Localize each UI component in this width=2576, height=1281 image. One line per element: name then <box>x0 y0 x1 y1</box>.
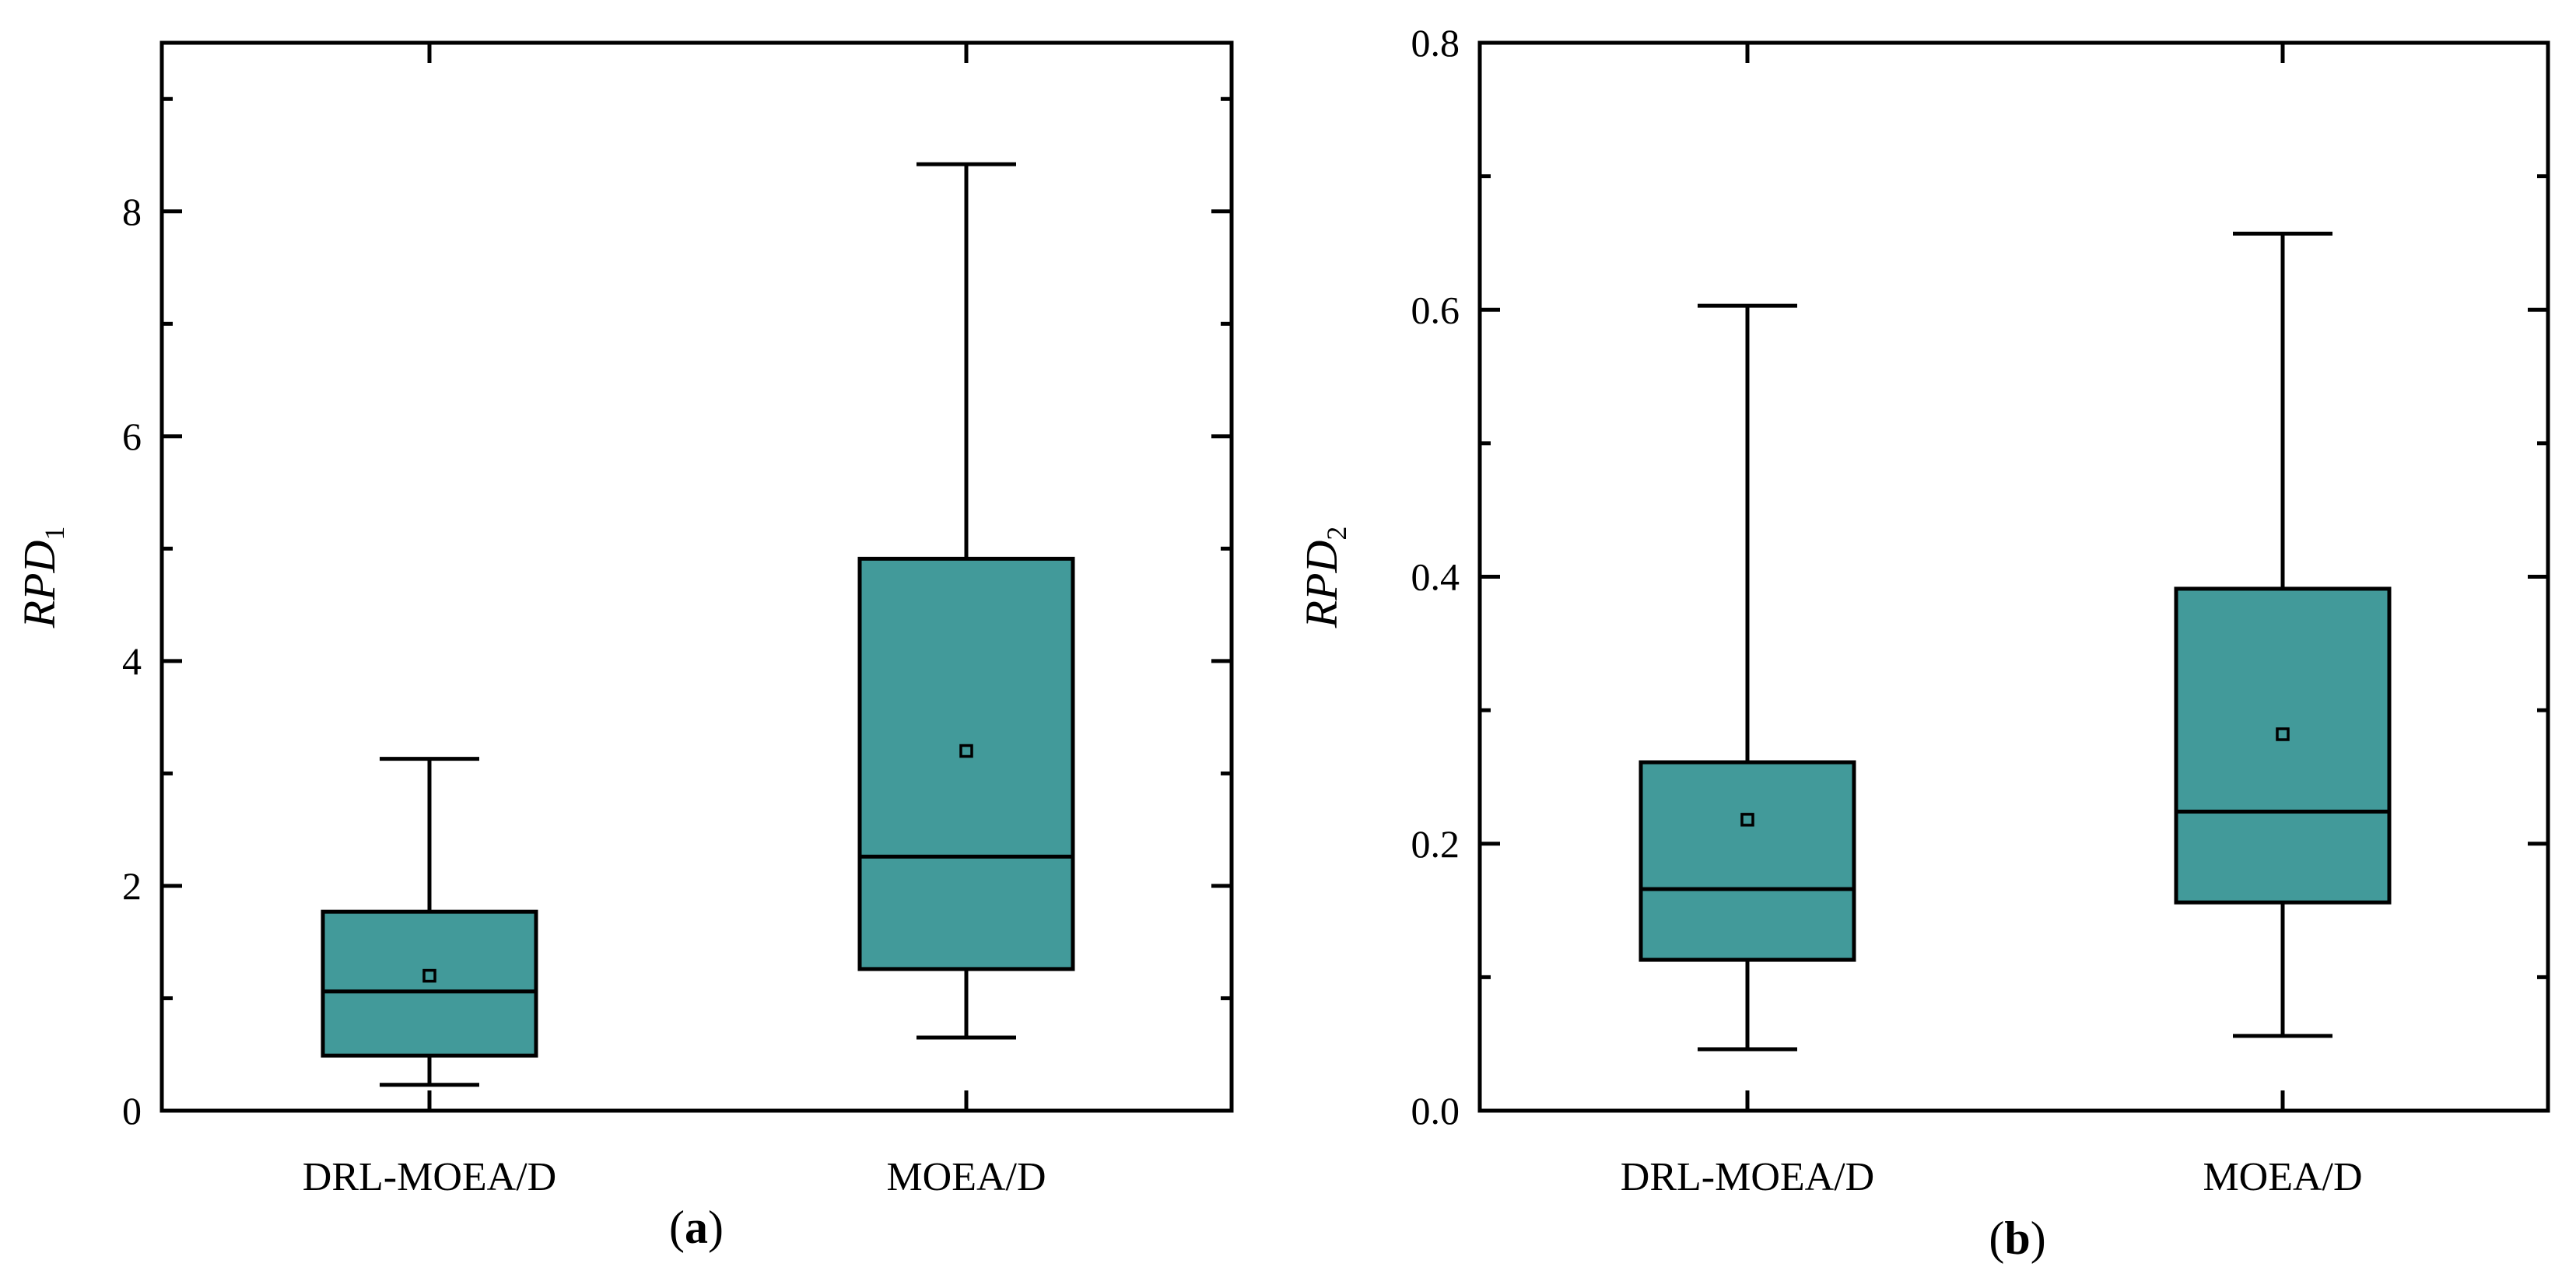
panel-b: 0.0 0.2 0.4 0.6 0.8 DRL-MOEA/D MOEA/D RPD2 (b) <box>1296 21 2550 1264</box>
box-moea-d <box>2174 231 2392 1038</box>
panel-label-close: ) <box>708 1202 724 1253</box>
box-iqr <box>321 909 538 1058</box>
y-tick-label: 0.2 <box>1411 822 1460 866</box>
y-tick-label: 0.0 <box>1411 1089 1460 1132</box>
y-axis-label-main: RPD <box>14 541 65 629</box>
x-category-label: DRL-MOEA/D <box>303 1155 556 1199</box>
y-tick-label: 8 <box>122 190 142 233</box>
panel-label-open: ( <box>1989 1213 2004 1264</box>
y-tick-label: 2 <box>122 864 142 908</box>
mean-marker <box>1740 813 1754 827</box>
box-moea-d <box>857 162 1075 1040</box>
panel-label-letter: a <box>685 1202 708 1253</box>
box-drl-moea-d <box>1638 303 1856 1052</box>
y-tick-label: 0.4 <box>1411 555 1460 599</box>
panel-label-open: ( <box>669 1202 685 1253</box>
box-drl-moea-d <box>321 757 538 1087</box>
y-axis-label-main: RPD <box>1296 541 1347 629</box>
plot-frame <box>159 40 1234 1113</box>
y-axis-label-subscript: 2 <box>1321 527 1352 541</box>
y-tick-label: 6 <box>122 415 142 458</box>
box-iqr <box>2174 586 2392 905</box>
y-tick-label: 0 <box>122 1089 142 1132</box>
x-category-label: MOEA/D <box>886 1155 1046 1199</box>
x-category-label: DRL-MOEA/D <box>1621 1155 1874 1199</box>
panel-label: (b) <box>1989 1213 2045 1264</box>
mean-marker <box>422 968 436 983</box>
y-axis-label-subscript: 1 <box>39 527 70 541</box>
y-tick-label: 0.6 <box>1411 288 1460 331</box>
panel-label-letter: b <box>2004 1213 2030 1264</box>
x-category-label: MOEA/D <box>2203 1155 2362 1199</box>
panel-label: (a) <box>669 1202 724 1253</box>
y-tick-label: 4 <box>122 639 142 683</box>
y-axis-label: RPD2 <box>1296 527 1352 629</box>
box-iqr <box>857 556 1075 971</box>
panel-a: 0 2 4 6 8 DRL-MOEA/D MOEA/D RPD1 (a) <box>14 40 1234 1253</box>
mean-marker <box>959 744 973 758</box>
y-axis-label: RPD1 <box>14 527 70 629</box>
panel-label-close: ) <box>2031 1213 2046 1264</box>
y-tick-label: 0.8 <box>1411 21 1460 65</box>
mean-marker <box>2276 727 2290 741</box>
box-iqr <box>1638 760 1856 962</box>
